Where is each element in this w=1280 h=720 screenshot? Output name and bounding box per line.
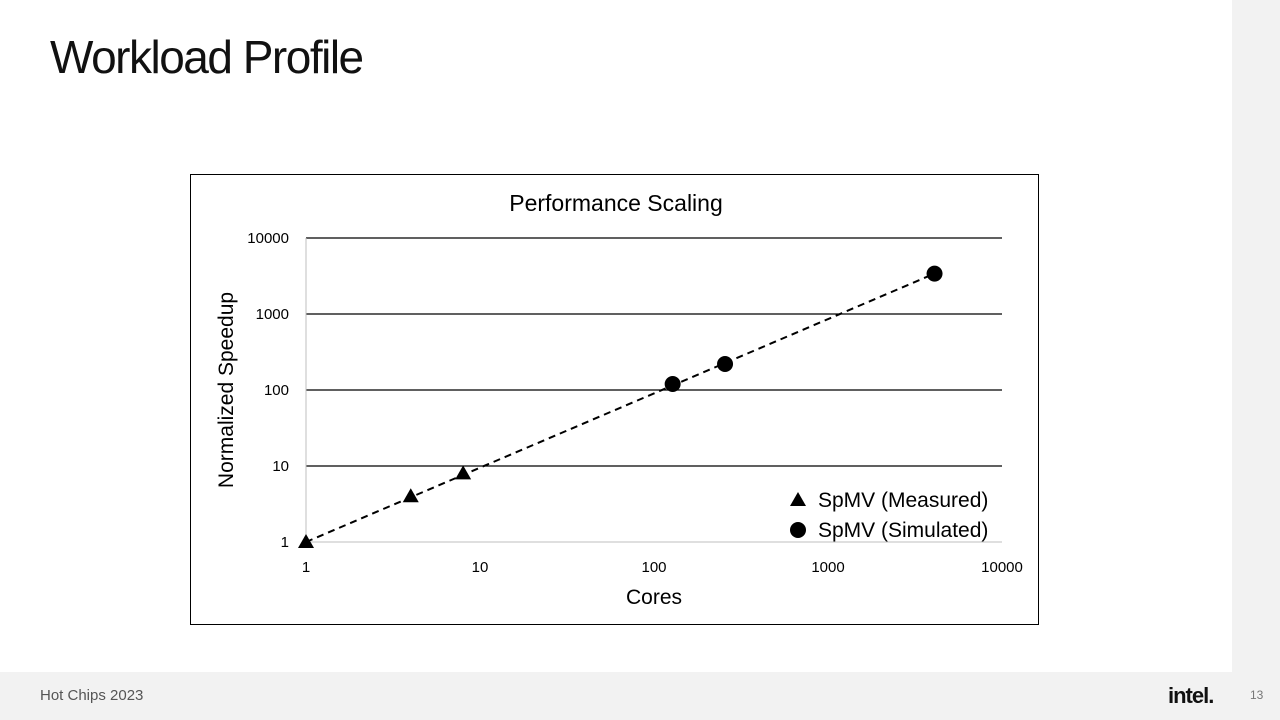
legend-marker-1 (790, 522, 806, 538)
intel-logo: intel. (1168, 683, 1214, 708)
slide-title: Workload Profile (50, 31, 364, 83)
y-tick-1: 1 (281, 534, 289, 551)
x-tick-1000: 1000 (811, 559, 844, 576)
gridlines (305, 237, 1002, 543)
legend-label-1: SpMV (Simulated) (818, 519, 988, 542)
legend-label-0: SpMV (Measured) (818, 489, 988, 512)
point-s0-1 (402, 488, 419, 503)
x-axis-label: Cores (626, 586, 682, 609)
x-tick-100: 100 (641, 559, 666, 576)
y-tick-10: 10 (272, 458, 289, 475)
y-tick-10000: 10000 (247, 230, 289, 247)
y-axis-label: Normalized Speedup (215, 292, 238, 488)
x-tick-10: 10 (472, 559, 489, 576)
page-number: 13 (1250, 688, 1264, 702)
data-marks (298, 265, 943, 548)
point-s0-2 (455, 465, 472, 480)
y-tick-100: 100 (264, 382, 289, 399)
chart-frame: Performance Scaling 1 10 100 1000 10000 1 10 1… (190, 174, 1039, 625)
point-s1-1 (717, 355, 734, 372)
x-tick-1: 1 (302, 559, 310, 576)
x-tick-labels: 1 10 100 1000 10000 (302, 559, 1023, 576)
point-s0-0 (298, 534, 314, 548)
side-strip (1232, 0, 1280, 720)
footer-conference: Hot Chips 2023 (40, 687, 144, 704)
y-tick-1000: 1000 (256, 306, 289, 323)
footer-bar (0, 672, 1232, 720)
legend: SpMV (Measured) SpMV (Simulated) (790, 489, 988, 542)
chart-title: Performance Scaling (509, 190, 723, 216)
legend-marker-0 (790, 492, 806, 506)
y-tick-labels: 1 10 100 1000 10000 (247, 230, 289, 551)
x-tick-10000: 10000 (981, 559, 1023, 576)
point-s1-2 (926, 265, 943, 282)
point-s1-0 (664, 375, 681, 392)
